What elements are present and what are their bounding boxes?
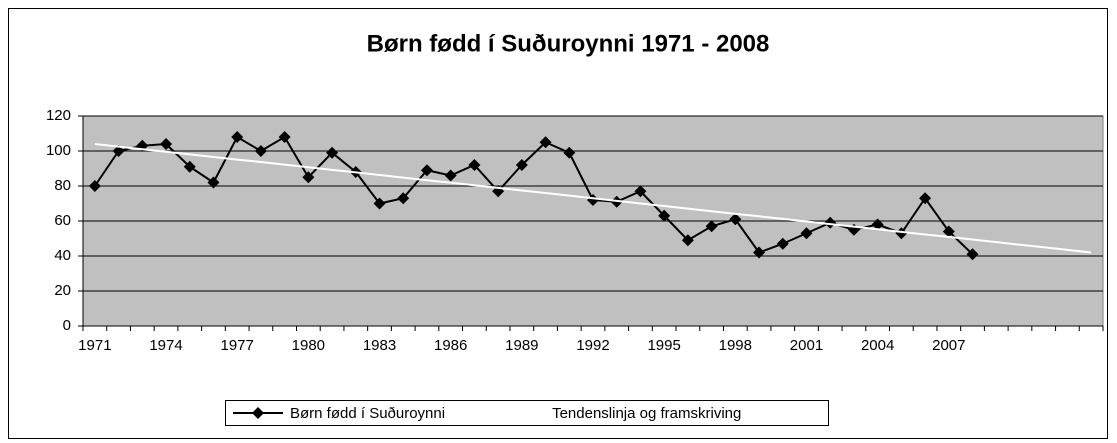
marker <box>515 159 528 171</box>
x-tick-label: 1971 <box>78 337 111 354</box>
marker <box>563 146 576 159</box>
x-tick-label: 2004 <box>861 337 894 354</box>
legend-label: Tendenslinja og framskriving <box>552 405 741 422</box>
marker <box>326 146 339 159</box>
x-tick-label: 1998 <box>719 337 752 354</box>
marker <box>824 216 837 229</box>
series-line <box>94 143 1092 254</box>
y-tick-label: 120 <box>46 107 71 124</box>
y-tick-label: 100 <box>46 142 71 159</box>
y-tick-label: 40 <box>54 247 71 264</box>
marker <box>468 159 481 171</box>
y-tick-label: 0 <box>63 317 71 334</box>
marker <box>658 209 671 222</box>
legend-label: Børn fødd í Suðuroynni <box>290 405 445 422</box>
y-tick-label: 80 <box>54 177 71 194</box>
x-tick-label: 1986 <box>434 337 467 354</box>
marker <box>942 225 955 238</box>
marker <box>373 197 386 210</box>
x-tick-label: 1983 <box>363 337 396 354</box>
marker <box>444 169 457 182</box>
legend-marker <box>252 407 264 419</box>
x-tick-label: 1995 <box>647 337 680 354</box>
x-tick-label: 1992 <box>576 337 609 354</box>
marker <box>254 145 267 157</box>
marker <box>634 185 647 198</box>
marker <box>278 131 291 143</box>
x-tick-label: 1989 <box>505 337 538 354</box>
marker <box>729 213 742 226</box>
chart-title: Børn fødd í Suðuroynni 1971 - 2008 <box>367 30 770 57</box>
marker <box>919 192 932 205</box>
marker <box>871 218 884 231</box>
marker <box>753 246 766 259</box>
x-tick-label: 2007 <box>932 337 965 354</box>
marker <box>231 131 244 143</box>
marker <box>705 220 718 233</box>
y-tick-label: 20 <box>54 282 71 299</box>
marker <box>302 171 315 184</box>
marker <box>112 145 125 157</box>
marker <box>539 136 552 149</box>
marker <box>800 227 813 240</box>
y-tick-label: 60 <box>54 212 71 229</box>
marker <box>420 164 433 177</box>
marker <box>207 176 220 189</box>
marker <box>966 248 979 261</box>
marker <box>895 227 908 240</box>
marker <box>160 138 173 150</box>
marker <box>397 192 410 205</box>
x-tick-label: 2001 <box>790 337 823 354</box>
x-tick-label: 1980 <box>292 337 325 354</box>
marker <box>183 160 196 173</box>
x-tick-label: 1977 <box>220 337 253 354</box>
x-tick-label: 1974 <box>149 337 182 354</box>
marker <box>88 180 101 192</box>
marker <box>776 237 789 250</box>
marker <box>681 234 694 247</box>
